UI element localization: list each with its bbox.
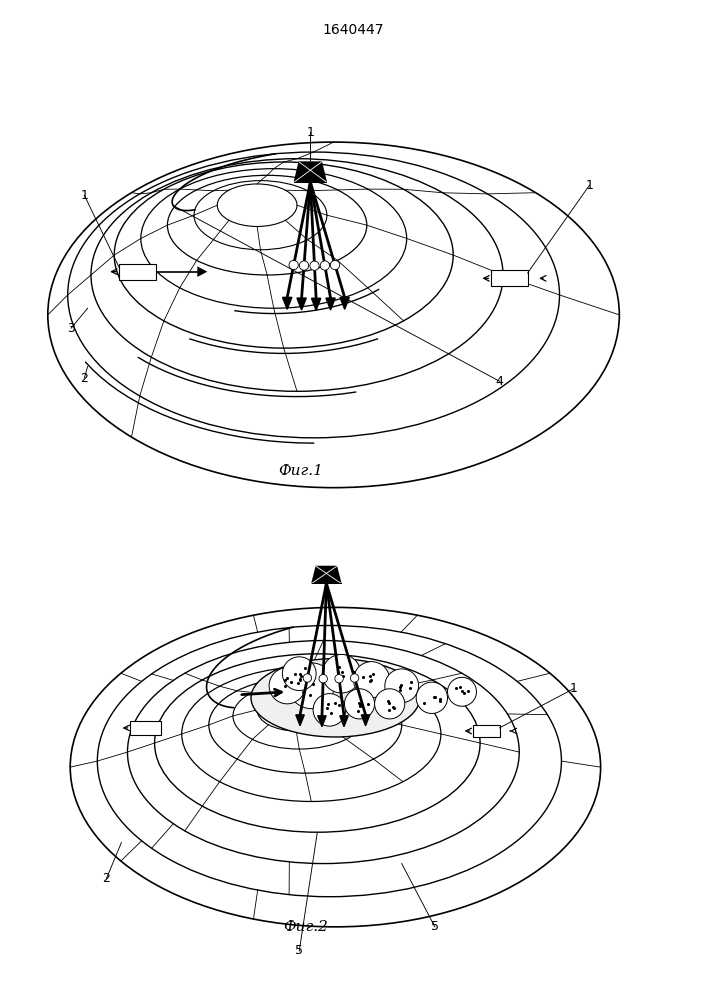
Circle shape — [344, 689, 375, 719]
Text: 4: 4 — [496, 375, 503, 388]
Ellipse shape — [182, 666, 441, 801]
Polygon shape — [294, 162, 326, 182]
Circle shape — [351, 674, 359, 682]
Circle shape — [289, 260, 298, 270]
Circle shape — [354, 662, 390, 698]
Ellipse shape — [91, 159, 503, 391]
Polygon shape — [312, 298, 321, 310]
Text: Фиг.2: Фиг.2 — [283, 920, 328, 934]
Polygon shape — [283, 297, 292, 309]
Ellipse shape — [251, 659, 420, 737]
Polygon shape — [340, 297, 349, 309]
Polygon shape — [197, 266, 207, 277]
Circle shape — [319, 674, 327, 683]
Text: 2: 2 — [81, 372, 88, 385]
Text: 1: 1 — [306, 126, 314, 139]
Circle shape — [320, 261, 329, 270]
Circle shape — [299, 261, 309, 270]
Text: 5: 5 — [431, 920, 439, 933]
FancyBboxPatch shape — [472, 725, 500, 737]
Circle shape — [313, 694, 346, 726]
Ellipse shape — [115, 162, 453, 348]
FancyBboxPatch shape — [491, 270, 528, 286]
Text: 1: 1 — [81, 189, 88, 202]
Ellipse shape — [233, 683, 366, 749]
Text: 2: 2 — [103, 872, 110, 885]
Text: 1640447: 1640447 — [323, 23, 384, 37]
Circle shape — [282, 657, 316, 691]
Ellipse shape — [48, 142, 619, 488]
Text: 1: 1 — [570, 682, 578, 695]
Circle shape — [375, 689, 404, 719]
Ellipse shape — [209, 677, 402, 773]
Text: 1: 1 — [585, 179, 593, 192]
Polygon shape — [326, 298, 335, 310]
Polygon shape — [312, 566, 341, 583]
Ellipse shape — [98, 625, 561, 897]
Ellipse shape — [70, 607, 601, 927]
Polygon shape — [297, 298, 306, 310]
FancyBboxPatch shape — [131, 721, 160, 735]
Text: 5: 5 — [296, 944, 303, 957]
Ellipse shape — [127, 641, 519, 864]
Polygon shape — [317, 716, 326, 727]
Text: Фиг.1: Фиг.1 — [278, 464, 323, 478]
Circle shape — [385, 669, 419, 703]
Ellipse shape — [141, 169, 407, 308]
Text: 3: 3 — [67, 322, 75, 335]
Ellipse shape — [155, 654, 480, 832]
Ellipse shape — [68, 152, 559, 438]
Circle shape — [310, 261, 319, 270]
Circle shape — [269, 668, 305, 704]
Polygon shape — [296, 715, 304, 726]
Polygon shape — [340, 716, 349, 727]
Circle shape — [448, 677, 477, 706]
Circle shape — [303, 674, 312, 682]
Ellipse shape — [257, 689, 335, 731]
Circle shape — [335, 674, 344, 683]
Circle shape — [288, 663, 334, 709]
Circle shape — [322, 654, 361, 693]
Ellipse shape — [217, 184, 297, 226]
Polygon shape — [361, 715, 370, 726]
Circle shape — [416, 682, 448, 713]
Circle shape — [330, 260, 339, 270]
Ellipse shape — [168, 175, 367, 275]
Ellipse shape — [194, 181, 327, 250]
FancyBboxPatch shape — [119, 264, 156, 280]
